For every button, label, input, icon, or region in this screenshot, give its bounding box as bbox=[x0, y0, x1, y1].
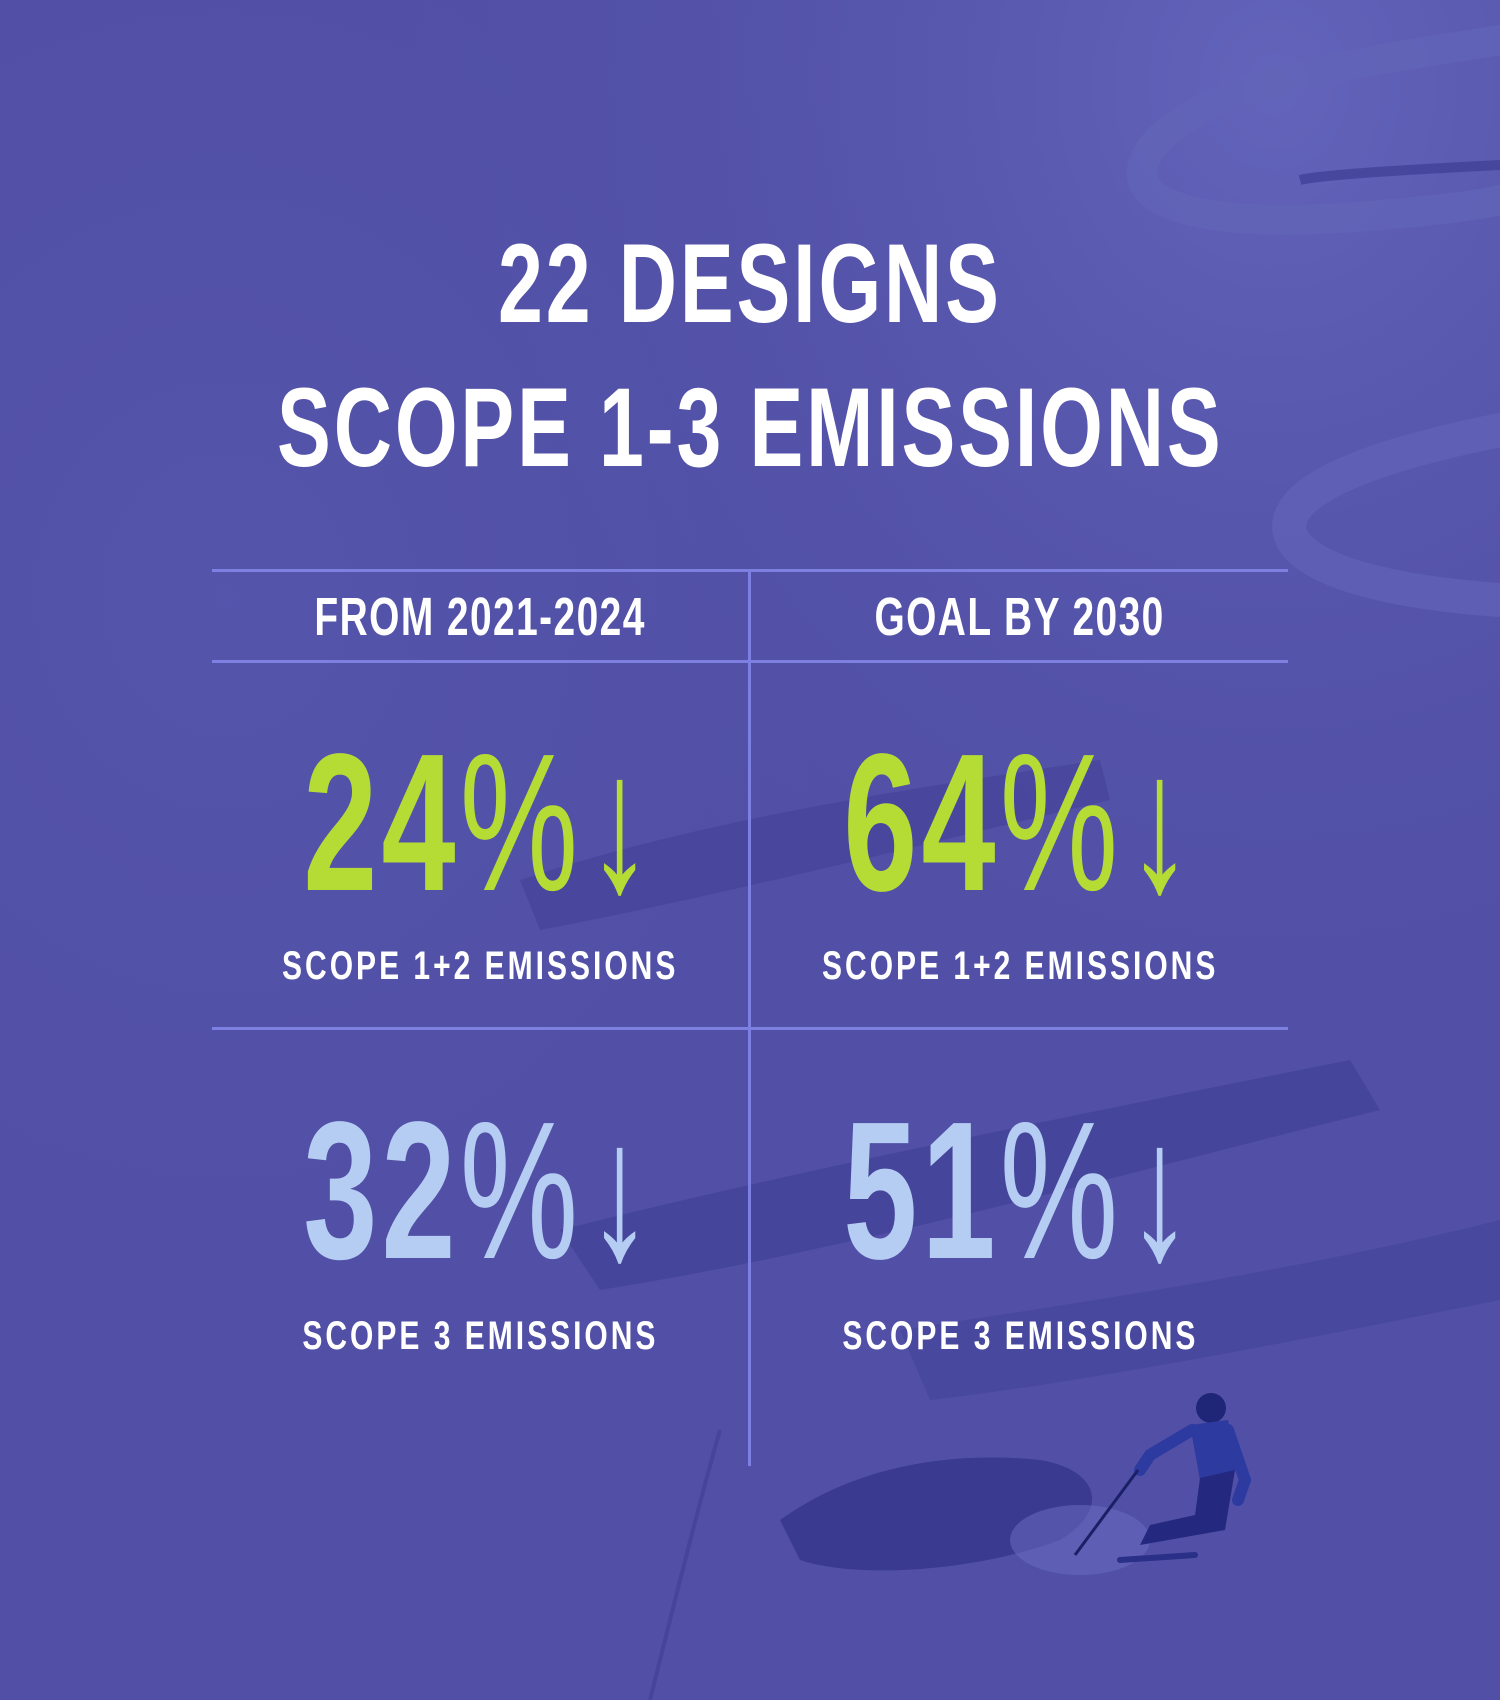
stat-number: 64 bbox=[843, 713, 1000, 932]
skier-figure bbox=[1073, 1393, 1252, 1563]
stat-scope3-achieved: 32%↓ bbox=[212, 1093, 748, 1289]
down-arrow-icon: ↓ bbox=[1126, 713, 1197, 932]
stat-caption-scope12-achieved: SCOPE 1+2 EMISSIONS bbox=[281, 944, 679, 988]
stat-scope3-goal: 51%↓ bbox=[752, 1093, 1288, 1289]
percent-sign: % bbox=[999, 1081, 1123, 1300]
page-title-line-2: SCOPE 1-3 EMISSIONS bbox=[276, 365, 1224, 490]
percent-sign: % bbox=[999, 713, 1123, 932]
stat-scope12-achieved: 24%↓ bbox=[212, 725, 748, 921]
column-header-goal-by-2030: GOAL BY 2030 bbox=[874, 587, 1166, 647]
stat-caption-scope3-achieved: SCOPE 3 EMISSIONS bbox=[301, 1314, 659, 1358]
percent-sign: % bbox=[459, 1081, 583, 1300]
down-arrow-icon: ↓ bbox=[586, 713, 657, 932]
page-title-line-1: 22 DESIGNS bbox=[498, 221, 1002, 346]
stat-caption-scope3-goal: SCOPE 3 EMISSIONS bbox=[841, 1314, 1199, 1358]
stat-number: 51 bbox=[843, 1081, 1000, 1300]
table-column-divider bbox=[748, 570, 751, 1466]
stat-caption-scope12-goal: SCOPE 1+2 EMISSIONS bbox=[821, 944, 1219, 988]
stat-number: 24 bbox=[303, 713, 460, 932]
stat-scope12-goal: 64%↓ bbox=[752, 725, 1288, 921]
stat-number: 32 bbox=[303, 1081, 460, 1300]
percent-sign: % bbox=[459, 713, 583, 932]
column-header-from-2021-2024: FROM 2021-2024 bbox=[314, 587, 646, 647]
down-arrow-icon: ↓ bbox=[1126, 1081, 1197, 1300]
down-arrow-icon: ↓ bbox=[586, 1081, 657, 1300]
